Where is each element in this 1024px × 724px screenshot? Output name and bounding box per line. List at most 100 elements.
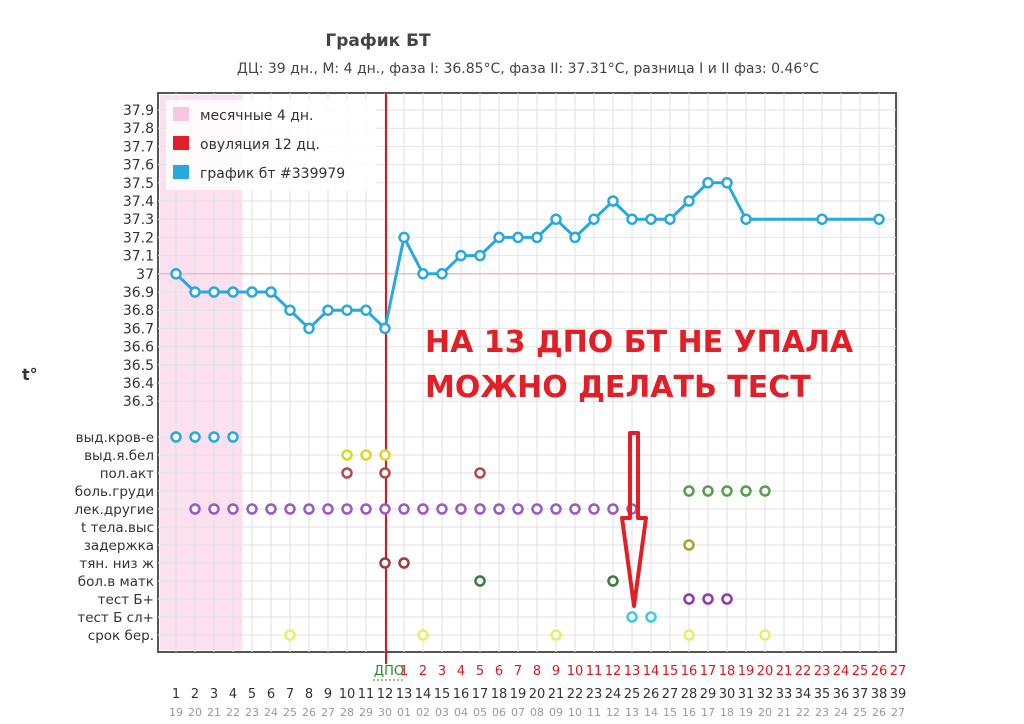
dpo-label: ДПО xyxy=(374,664,404,679)
chart-subtitle: ДЦ: 39 дн., М: 4 дн., фаза I: 36.85°C, ф… xyxy=(237,61,819,77)
date-tick-label: 02 xyxy=(416,706,430,719)
symptom-marker xyxy=(284,629,296,641)
dpo-tick-label: 14 xyxy=(643,664,660,679)
temperature-point xyxy=(227,286,239,298)
dpo-tick-label: 10 xyxy=(567,664,584,679)
symptom-row-label: боль.груди xyxy=(75,484,154,500)
plot-frame xyxy=(157,92,897,653)
date-tick-label: 23 xyxy=(245,706,259,719)
symptom-marker xyxy=(759,485,771,497)
symptom-marker xyxy=(512,503,524,515)
symptom-marker xyxy=(284,503,296,515)
symptom-marker xyxy=(550,629,562,641)
symptom-marker xyxy=(227,431,239,443)
cycle-day-tick-label: 14 xyxy=(415,687,432,702)
legend-swatch xyxy=(173,136,189,150)
symptom-row-label: срок бер. xyxy=(88,628,154,644)
symptom-marker xyxy=(379,557,391,569)
temperature-point xyxy=(265,286,277,298)
cycle-day-tick-label: 26 xyxy=(643,687,660,702)
dpo-tick-label: 27 xyxy=(890,664,907,679)
date-tick-label: 21 xyxy=(777,706,791,719)
temperature-point xyxy=(284,304,296,316)
date-tick-label: 18 xyxy=(720,706,734,719)
cycle-day-tick-label: 39 xyxy=(890,687,907,702)
legend-box xyxy=(166,100,376,190)
y-tick-label: 37.9 xyxy=(123,103,154,119)
cycle-day-tick-label: 19 xyxy=(510,687,527,702)
y-tick-label: 37.4 xyxy=(123,194,154,210)
symptom-marker xyxy=(531,503,543,515)
date-tick-label: 03 xyxy=(435,706,449,719)
temperature-point xyxy=(740,213,752,225)
cycle-day-tick-label: 34 xyxy=(795,687,812,702)
y-tick-label: 37.5 xyxy=(123,176,154,192)
annotation-line: НА 13 ДПО БТ НЕ УПАЛА xyxy=(425,325,854,360)
temperature-point xyxy=(208,286,220,298)
dpo-tick-label: 1 xyxy=(400,664,408,679)
date-tick-label: 20 xyxy=(758,706,772,719)
date-tick-label: 21 xyxy=(207,706,221,719)
symptom-marker xyxy=(398,557,410,569)
temperature-point xyxy=(379,322,391,335)
dpo-tick-label: 5 xyxy=(476,664,484,679)
symptom-marker xyxy=(265,503,277,515)
dpo-tick-label: 26 xyxy=(871,664,888,679)
dpo-tick-label: 21 xyxy=(776,664,793,679)
cycle-day-tick-label: 21 xyxy=(548,687,565,702)
temperature-point xyxy=(189,286,201,298)
cycle-day-tick-label: 10 xyxy=(339,687,356,702)
annotation-line: МОЖНО ДЕЛАТЬ ТЕСТ xyxy=(425,370,811,405)
dpo-tick-label: 9 xyxy=(552,664,560,679)
date-tick-label: 12 xyxy=(606,706,620,719)
date-tick-label: 13 xyxy=(625,706,639,719)
date-tick-label: 15 xyxy=(663,706,677,719)
symptom-marker xyxy=(683,593,695,605)
temperature-point xyxy=(626,213,638,225)
date-tick-label: 29 xyxy=(359,706,373,719)
dpo-tick-label: 11 xyxy=(586,664,603,679)
dpo-tick-label: 20 xyxy=(757,664,774,679)
symptom-marker xyxy=(360,449,372,461)
temperature-point xyxy=(569,231,581,244)
y-tick-label: 36.9 xyxy=(123,285,154,301)
y-tick-label: 36.3 xyxy=(123,394,154,410)
temperature-point xyxy=(588,213,600,225)
cycle-day-tick-label: 30 xyxy=(719,687,736,702)
cycle-day-tick-label: 23 xyxy=(586,687,603,702)
chart-title: График БТ xyxy=(325,31,431,51)
temperature-point xyxy=(360,304,372,316)
temperature-point xyxy=(436,268,448,280)
date-tick-label: 27 xyxy=(891,706,905,719)
date-tick-label: 22 xyxy=(226,706,240,719)
symptom-marker xyxy=(303,503,315,515)
dpo-tick-label: 19 xyxy=(738,664,755,679)
symptom-marker xyxy=(550,503,562,515)
dpo-tick-label: 3 xyxy=(438,664,446,679)
symptom-marker xyxy=(759,629,771,641)
cycle-day-tick-label: 32 xyxy=(757,687,774,702)
y-tick-label: 36.5 xyxy=(123,358,154,374)
symptom-marker xyxy=(740,485,752,497)
date-tick-label: 08 xyxy=(530,706,544,719)
temperature-point xyxy=(512,231,524,244)
symptom-marker xyxy=(379,467,391,479)
cycle-day-tick-label: 20 xyxy=(529,687,546,702)
symptom-row-label: тест Б+ xyxy=(98,592,154,608)
date-tick-label: 06 xyxy=(492,706,506,719)
cycle-day-tick-label: 9 xyxy=(324,687,332,702)
date-tick-label: 25 xyxy=(283,706,297,719)
date-tick-label: 28 xyxy=(340,706,354,719)
temperature-point xyxy=(683,195,695,207)
temperature-point xyxy=(322,304,334,316)
symptom-marker xyxy=(189,431,201,443)
temperature-point xyxy=(816,213,828,225)
symptom-marker xyxy=(493,503,505,515)
symptom-row-label: тест Б сл+ xyxy=(77,610,154,626)
dpo-tick-label: 23 xyxy=(814,664,831,679)
symptom-row-label: пол.акт xyxy=(100,466,154,482)
y-tick-label: 37.8 xyxy=(123,121,154,137)
dpo-tick-label: 22 xyxy=(795,664,812,679)
y-tick-label: 37.7 xyxy=(123,139,154,155)
